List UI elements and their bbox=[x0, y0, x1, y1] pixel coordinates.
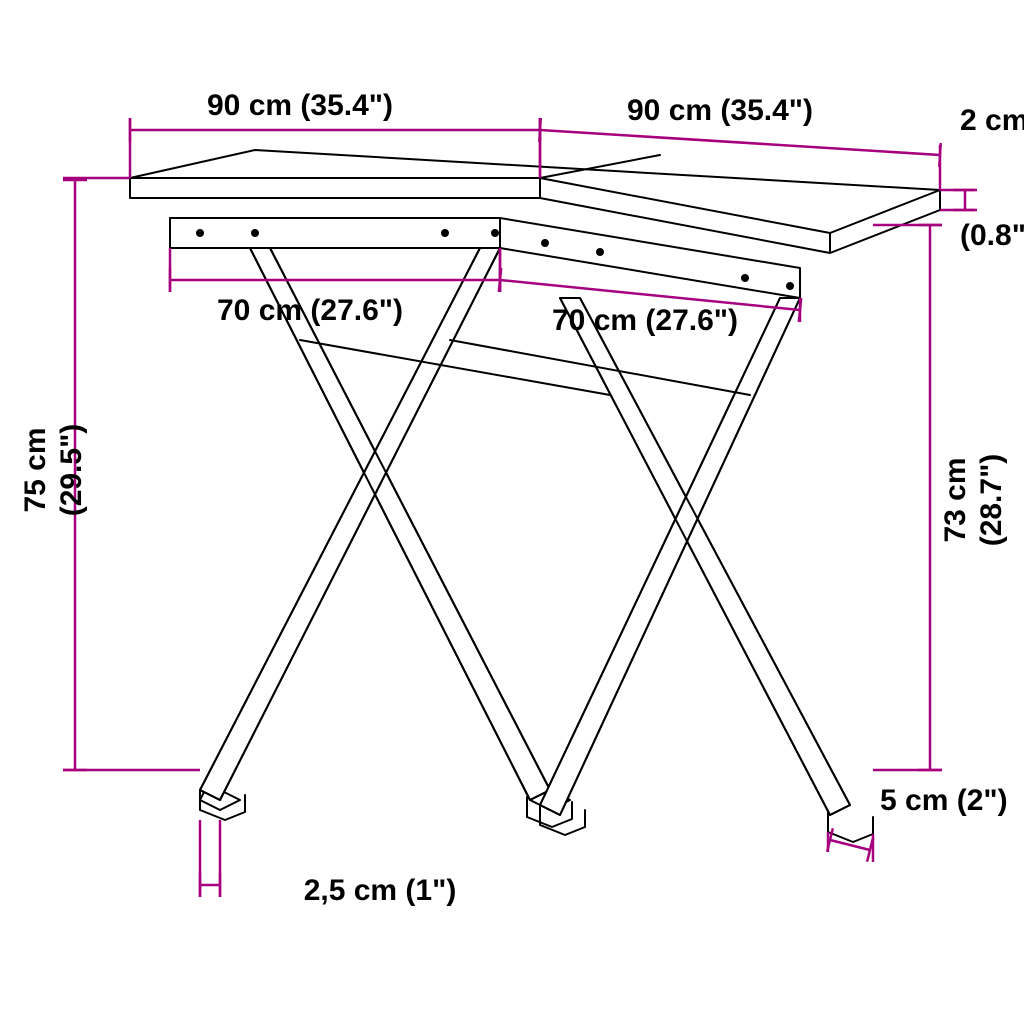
table-outline bbox=[130, 150, 940, 842]
dim-thickness-a: 2 cm bbox=[960, 104, 1024, 137]
dimension-drawing: 90 cm (35.4") 90 cm (35.4") 2 cm (0.8") 70 c… bbox=[0, 0, 1024, 1024]
dim-leg_thk: 2,5 cm (1") bbox=[304, 874, 457, 907]
dim-apron_depth: 70 cm (27.6") bbox=[552, 304, 738, 337]
dim-top_depth: 90 cm (35.4") bbox=[627, 94, 813, 127]
dim-height_total-a: 75 cm bbox=[19, 427, 52, 512]
dim-height_total-b: (29.5") bbox=[55, 424, 88, 517]
dim-height_legs-b: (28.7") bbox=[975, 454, 1008, 547]
dim-leg_depth: 5 cm (2") bbox=[880, 784, 1008, 817]
dim-thickness-b: (0.8") bbox=[960, 219, 1024, 252]
dim-height_legs-a: 73 cm bbox=[939, 457, 972, 542]
dim-apron_width: 70 cm (27.6") bbox=[217, 294, 403, 327]
dim-top_width: 90 cm (35.4") bbox=[207, 89, 393, 122]
